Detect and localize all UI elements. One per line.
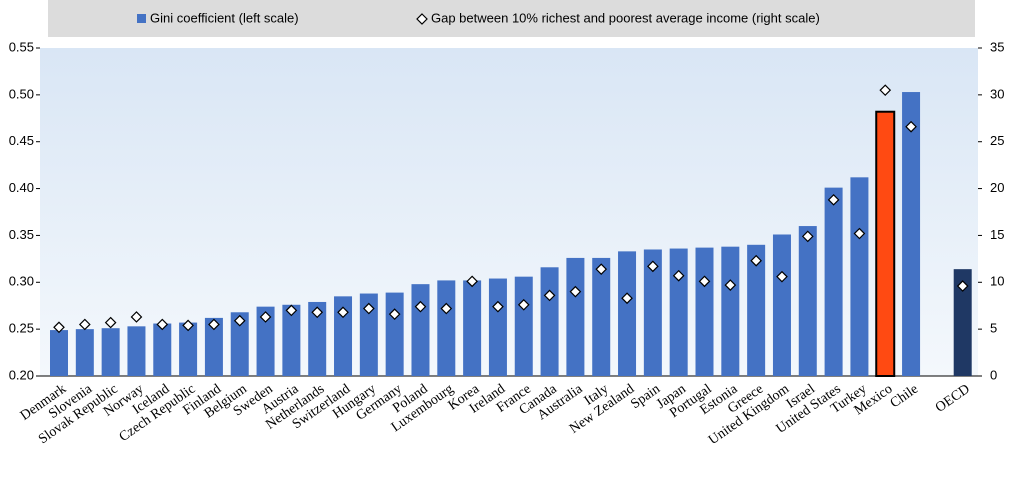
bar (618, 251, 637, 376)
diamond-marker (233, 314, 246, 327)
bar (204, 317, 223, 376)
diamond-marker (595, 263, 608, 276)
diamond-marker (879, 84, 892, 97)
legend-label: Gap between 10% richest and poorest aver… (431, 10, 820, 25)
x-tick-label: Chile (888, 382, 921, 412)
y-tick-label: 0.35 (9, 227, 34, 242)
legend-label: Gini coefficient (left scale) (150, 10, 299, 25)
diamond-marker (466, 275, 478, 288)
diamond-marker (698, 275, 711, 288)
bar (850, 177, 869, 376)
diamond-marker (647, 260, 659, 273)
diamond-marker (182, 319, 194, 332)
bar (669, 248, 688, 376)
bar (902, 92, 921, 376)
bar (953, 269, 972, 376)
bar (75, 329, 94, 376)
legend-diamond (416, 13, 428, 25)
bar (179, 322, 198, 376)
diamond-marker (311, 306, 324, 319)
y-tick-label: 0.25 (9, 321, 34, 336)
y-tick-label: 0 (990, 367, 997, 382)
diamond-marker (724, 279, 737, 291)
bar (721, 246, 740, 376)
bar (50, 330, 68, 376)
bar (747, 244, 766, 376)
diamond-marker (78, 318, 91, 331)
diamond-marker (621, 292, 633, 305)
bar (437, 280, 456, 376)
bar (875, 110, 896, 378)
diamond-marker (956, 280, 969, 292)
diamond-marker (104, 316, 117, 329)
plot-background (40, 48, 978, 376)
bar (463, 280, 482, 376)
diamond-marker (414, 300, 427, 313)
bar (385, 292, 404, 376)
bar (592, 257, 611, 376)
bar (101, 328, 120, 376)
diamond-marker (750, 254, 762, 267)
bar (566, 257, 585, 376)
y-tick-label: 0.55 (9, 39, 34, 54)
diamond-marker (517, 298, 530, 311)
y-tick-label: 25 (990, 133, 1004, 148)
bar (824, 187, 843, 376)
y-tick-label: 5 (990, 321, 997, 336)
diamond-marker (492, 300, 504, 313)
bar (695, 247, 714, 376)
diamond-marker (672, 269, 685, 282)
diamond-marker (569, 285, 582, 298)
y-tick-label: 30 (990, 86, 1004, 101)
bar (798, 226, 817, 376)
diamond-marker (776, 270, 788, 283)
bar (256, 306, 275, 376)
x-tick-label: OECD (933, 382, 973, 416)
diamond-marker (440, 302, 453, 315)
bar (230, 312, 249, 376)
bar (127, 326, 146, 376)
bar (282, 304, 301, 376)
y-tick-label: 0.20 (9, 367, 34, 382)
diamond-marker (543, 289, 556, 302)
diamond-marker (156, 318, 169, 331)
bar (488, 278, 507, 376)
y-tick-label: 0.30 (9, 274, 34, 289)
diamond-marker (362, 302, 375, 315)
diamond-marker (388, 308, 401, 320)
bar (643, 249, 662, 376)
y-tick-label: 20 (990, 180, 1004, 195)
bar (359, 293, 378, 376)
y-tick-label: 35 (990, 39, 1004, 54)
bar (514, 276, 533, 376)
diamond-marker (208, 318, 220, 331)
diamond-marker (259, 311, 272, 323)
y-tick-label: 10 (990, 274, 1004, 289)
diamond-marker (337, 306, 349, 319)
legend-background (48, 0, 975, 37)
bar (334, 296, 353, 376)
diamond-marker (53, 321, 65, 334)
diamond-marker (827, 193, 840, 206)
legend-swatch (137, 14, 146, 23)
y-tick-label: 0.45 (9, 133, 34, 148)
y-tick-label: 0.40 (9, 180, 34, 195)
diamond-marker (801, 230, 814, 243)
bar (153, 323, 172, 376)
diamond-marker (130, 311, 143, 323)
diamond-marker (285, 304, 298, 317)
y-tick-label: 0.50 (9, 86, 34, 101)
diamond-marker (853, 227, 866, 240)
diamond-marker (905, 120, 917, 133)
bar (411, 284, 430, 376)
y-tick-label: 15 (990, 227, 1004, 242)
bar (308, 301, 327, 376)
bar (540, 267, 559, 376)
bar (772, 234, 791, 376)
